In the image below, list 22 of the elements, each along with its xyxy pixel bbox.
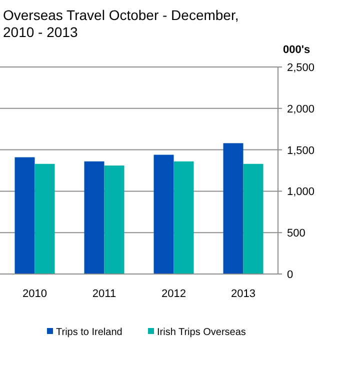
legend-label: Irish Trips Overseas: [157, 327, 246, 338]
y-tick-label: 2,500: [287, 62, 315, 74]
legend-label: Trips to Ireland: [56, 327, 122, 338]
x-tick-label: 2013: [231, 288, 256, 300]
y-axis-title: 000's: [283, 44, 310, 56]
chart-title: Overseas Travel October - December, 2010 - 2013: [3, 7, 239, 40]
bar: [223, 143, 244, 274]
y-tick-label: 2,000: [287, 103, 315, 116]
x-tick-label: 2010: [22, 288, 47, 300]
y-tick-label: 1,500: [287, 144, 315, 157]
bar: [154, 154, 174, 274]
y-tick-label: 1,000: [287, 186, 315, 198]
bar: [104, 166, 124, 274]
bar: [84, 161, 104, 274]
y-tick-label: 0: [287, 269, 294, 281]
x-tick-label: 2011: [92, 288, 116, 300]
bar: [14, 157, 35, 274]
bar: [174, 161, 194, 274]
x-tick-label: 2012: [162, 288, 186, 300]
bar: [34, 164, 55, 274]
bar: [243, 164, 264, 274]
y-tick-label: 500: [287, 228, 306, 240]
